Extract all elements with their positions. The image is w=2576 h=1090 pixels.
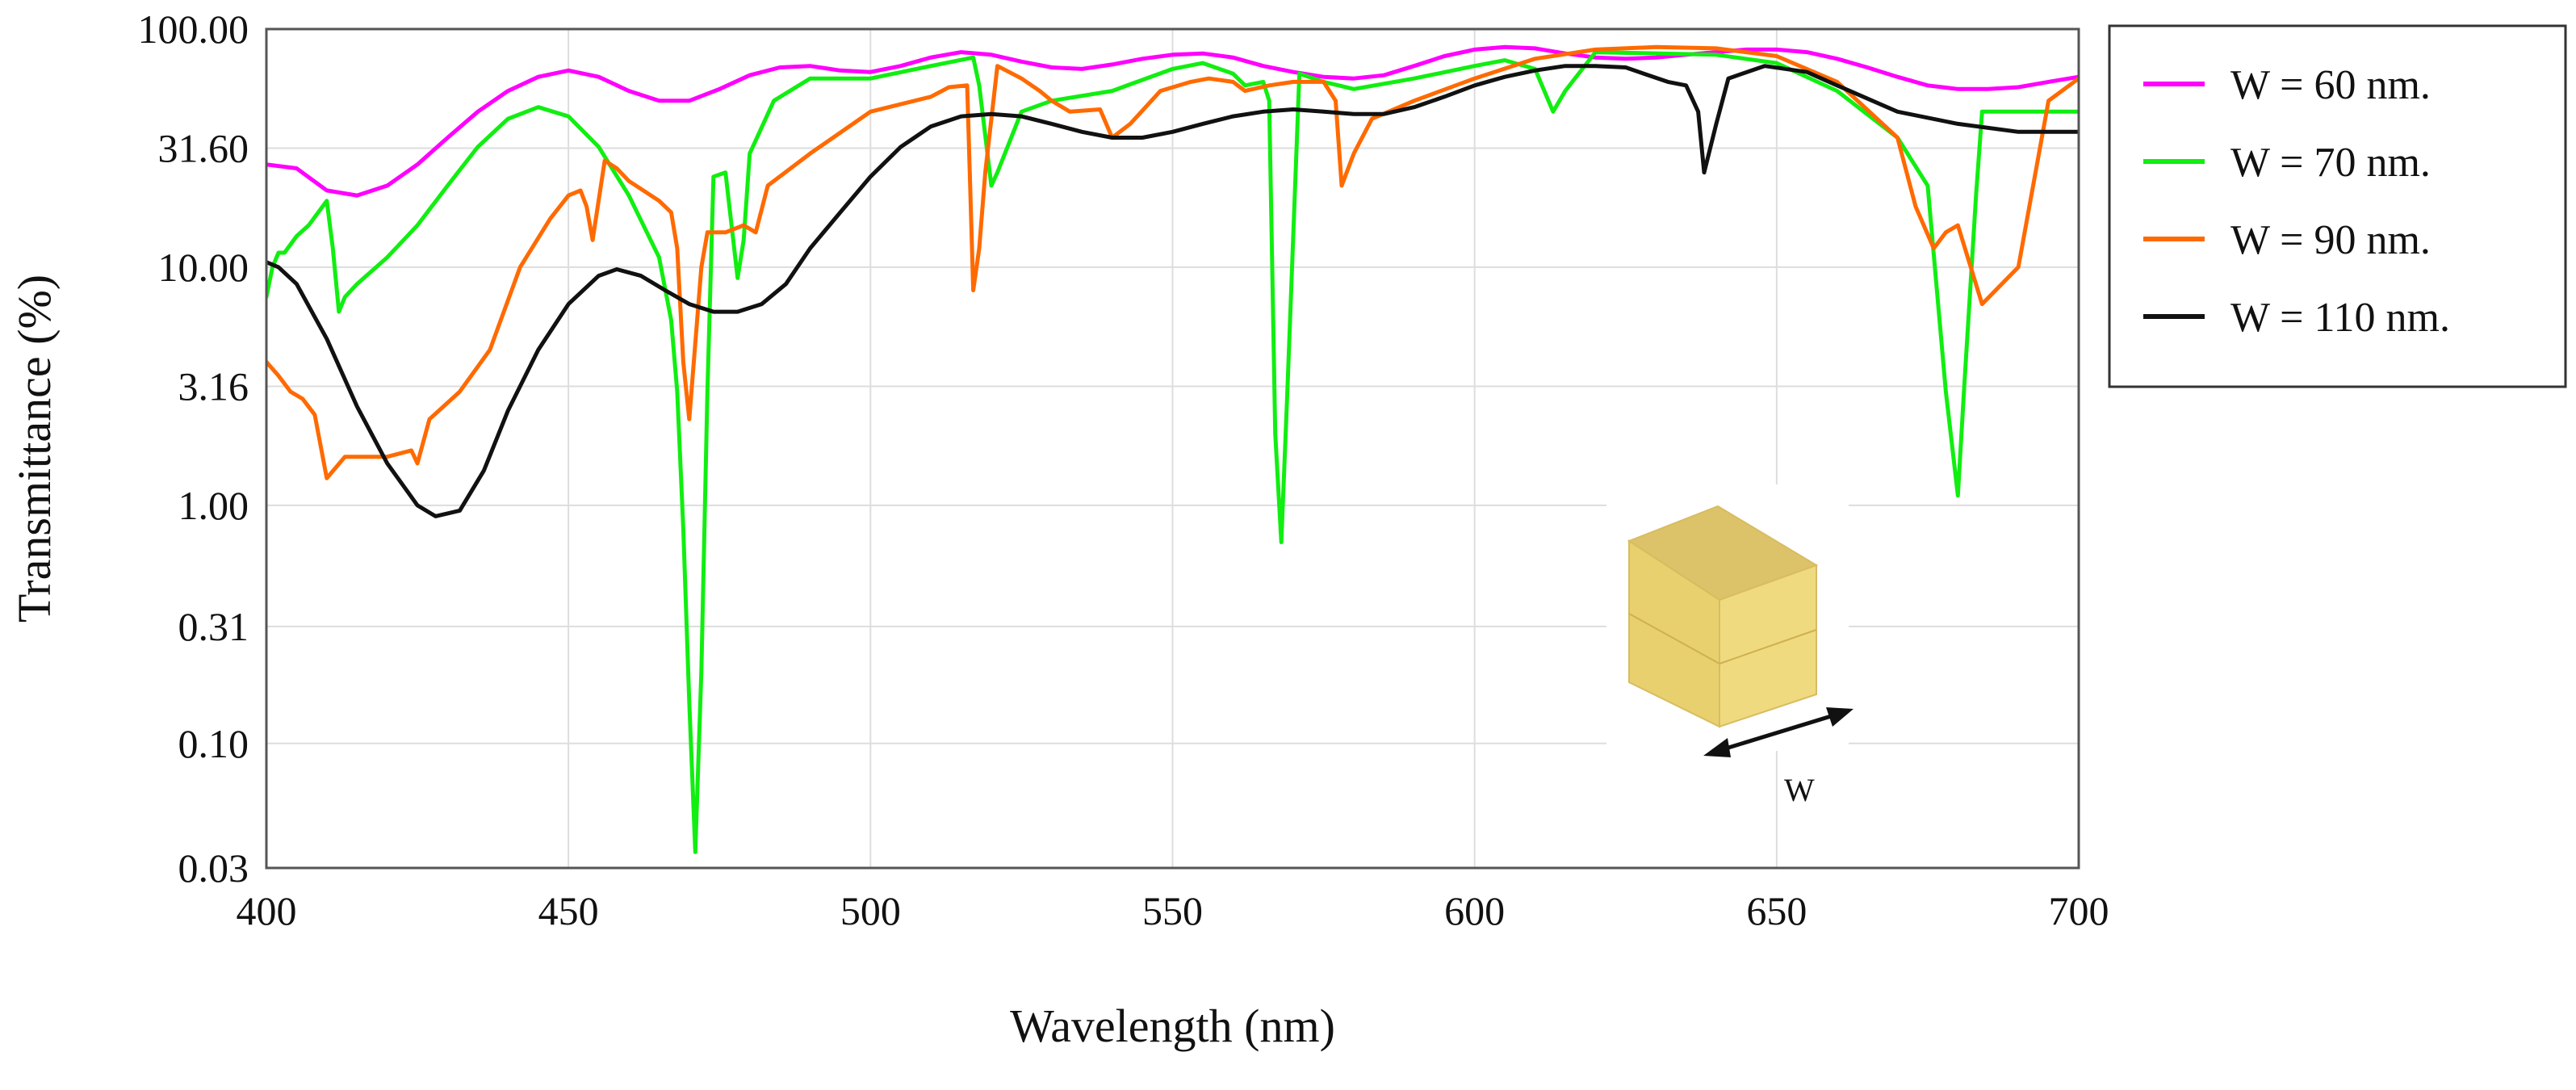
series-line-1 <box>266 44 2079 198</box>
x-tick-label: 450 <box>538 888 599 933</box>
gold-cube-icon <box>1627 505 1819 728</box>
legend-label: W = 60 nm. <box>2230 62 2431 108</box>
y-tick-label: 10.00 <box>158 245 249 290</box>
x-tick-label: 700 <box>2049 888 2109 933</box>
series-line-3 <box>266 44 2079 480</box>
legend-label: W = 110 nm. <box>2230 295 2450 341</box>
y-tick-label: 3.16 <box>178 363 249 409</box>
series-layer <box>266 44 2079 854</box>
y-axis-title: Transmittance (%) <box>8 275 61 623</box>
inset-width-label: W <box>1784 772 1815 808</box>
x-tick-label: 500 <box>840 888 901 933</box>
y-tick-label: 31.60 <box>158 126 249 171</box>
series-line-2 <box>266 50 2079 854</box>
nanostructure-inset: W <box>1606 484 1853 808</box>
legend-label: W = 70 nm. <box>2230 140 2431 186</box>
legend: W = 60 nm. W = 70 nm. W = 90 nm. W = 110 nm… <box>2108 24 2567 388</box>
x-tick-label: 600 <box>1444 888 1505 933</box>
tick-layer: 400 450 500 550 600 650 700 0.03 0.10 0.31 1.00 3.1… <box>138 6 2109 933</box>
legend-label: W = 90 nm. <box>2230 217 2431 263</box>
x-tick-label: 650 <box>1746 888 1807 933</box>
y-tick-label: 0.31 <box>178 604 249 649</box>
y-tick-label: 1.00 <box>178 483 249 528</box>
width-arrow-icon <box>1703 707 1853 757</box>
series-line-4 <box>266 64 2079 518</box>
x-tick-label: 550 <box>1142 888 1203 933</box>
y-tick-label: 0.10 <box>178 721 249 766</box>
y-tick-label: 0.03 <box>178 845 249 891</box>
x-tick-label: 400 <box>237 888 297 933</box>
y-tick-label: 100.00 <box>138 6 249 52</box>
x-axis-title: Wavelength (nm) <box>1010 1000 1335 1052</box>
plot-frame <box>265 27 2080 870</box>
